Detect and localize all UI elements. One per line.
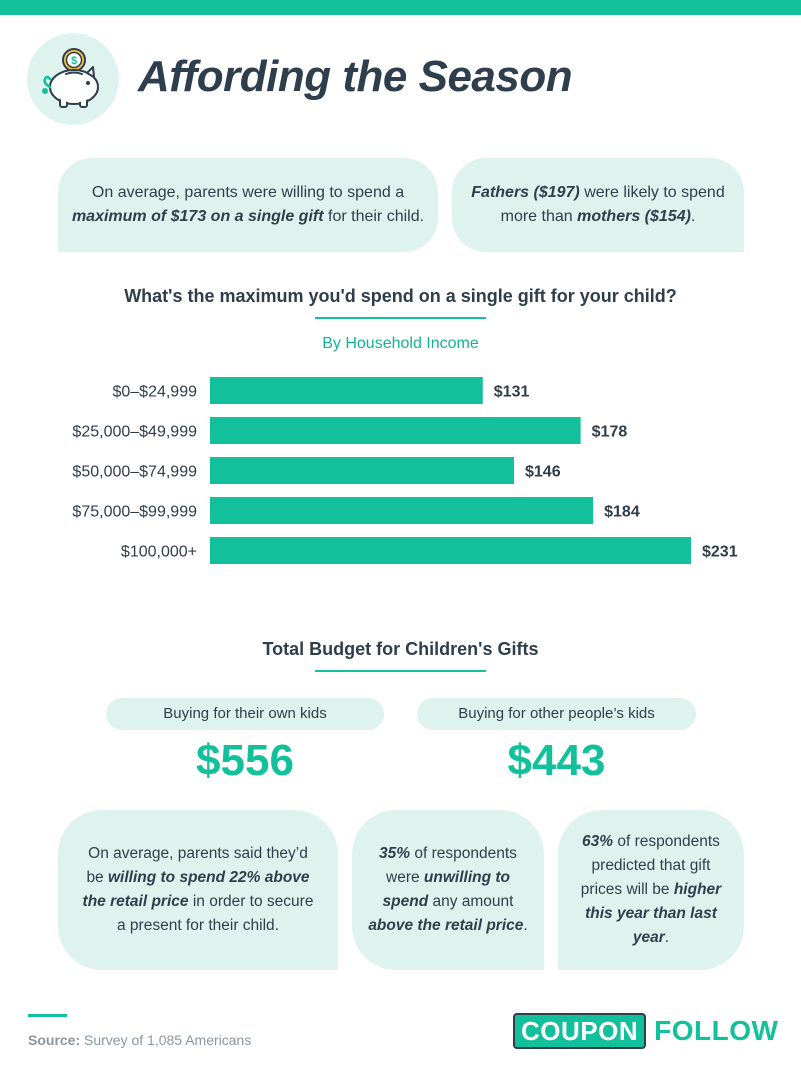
income-bar-chart: $0–$24,999 $131 $25,000–$49,999 $178 $50,000…: [72, 377, 738, 564]
svg-text:$: $: [71, 55, 77, 67]
value-label: $184: [604, 504, 640, 521]
chart-title-divider: [315, 317, 486, 319]
value-label: $231: [702, 544, 738, 561]
fact-bubble-higher-prices: 63% of respondents predicted that gift p…: [558, 810, 744, 970]
piggy-bank-icon: $: [27, 33, 119, 125]
bar: [210, 537, 691, 564]
brand-follow-text: FOLLOW: [654, 1015, 779, 1046]
chart-subtitle: By Household Income: [322, 335, 479, 352]
category-label: $25,000–$49,999: [72, 424, 197, 441]
value-label: $178: [592, 424, 628, 441]
own-kids-budget-value: $556: [196, 736, 294, 785]
fact-bubble-unwilling: 35% of respondents were unwilling to spe…: [352, 810, 544, 970]
category-label: $75,000–$99,999: [72, 504, 197, 521]
source-divider: [28, 1014, 67, 1017]
fact-text: 35% of respondents were unwilling to spe…: [368, 845, 528, 934]
fact-text: On average, parents said they’d be willi…: [82, 845, 314, 934]
category-label: $0–$24,999: [112, 384, 197, 401]
fact-bubble-above-retail: On average, parents said they’d be willi…: [58, 810, 338, 970]
top-accent-bar: [0, 0, 801, 15]
category-label: $100,000+: [121, 544, 197, 561]
fact-bubble-max-gift: On average, parents were willing to spen…: [58, 158, 438, 252]
fact-text: On average, parents were willing to spen…: [71, 184, 425, 225]
bar: [210, 417, 581, 444]
chart-title: What's the maximum you'd spend on a sing…: [124, 286, 677, 306]
bar: [210, 497, 594, 524]
budget-title-divider: [315, 670, 486, 672]
fact-text: 63% of respondents predicted that gift p…: [580, 833, 722, 946]
bar: [210, 457, 515, 484]
source-note: Source: Survey of 1,085 Americans: [28, 1032, 252, 1048]
bar: [210, 377, 483, 404]
other-kids-budget-value: $443: [507, 736, 606, 785]
fact-bubble-fathers-mothers: Fathers ($197) were likely to spend more…: [452, 158, 744, 252]
other-kids-label: Buying for other people’s kids: [417, 698, 696, 730]
budget-title: Total Budget for Children's Gifts: [262, 639, 539, 659]
value-label: $146: [525, 464, 561, 481]
fact-text: Fathers ($197) were likely to spend more…: [471, 184, 725, 225]
page-title: Affording the Season: [138, 52, 573, 101]
own-kids-label: Buying for their own kids: [106, 698, 384, 730]
couponfollow-logo: COUPON FOLLOW: [513, 1013, 778, 1049]
brand-coupon-text: COUPON: [513, 1013, 647, 1049]
category-label: $50,000–$74,999: [72, 464, 197, 481]
value-label: $131: [494, 384, 530, 401]
